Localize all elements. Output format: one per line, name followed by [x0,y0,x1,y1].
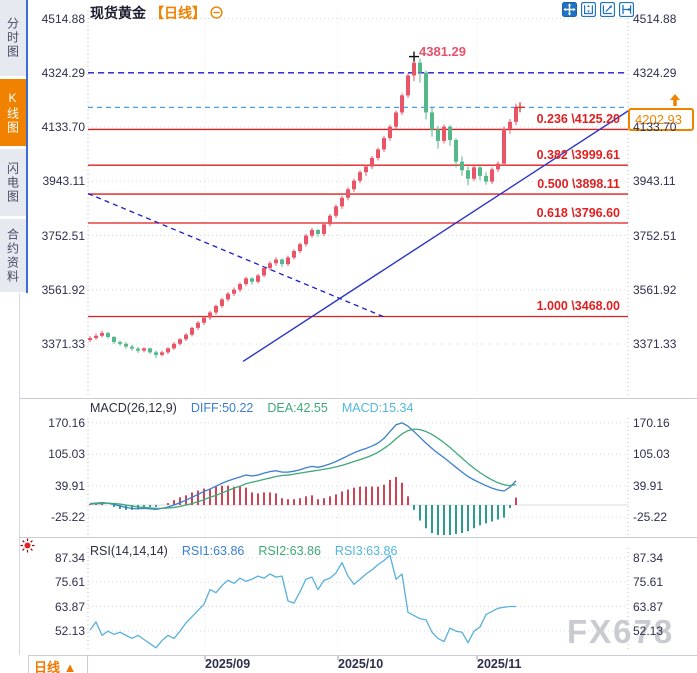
main-y-tick-right: 4324.29 [633,65,677,80]
macd-diff-line [89,422,517,511]
rsi-y-tick-left: 75.61 [54,575,85,590]
main-y-tick-left: 3752.51 [41,228,85,243]
main-y-tick-left: 3371.33 [41,336,85,351]
main-y-tick-right: 3752.51 [633,228,677,243]
chart-title: 现货黄金 【日线】 [90,3,223,22]
xaxis-separator [28,655,697,656]
macd-y-tick-left: 105.03 [48,447,85,462]
macd-y-tick-left: -25.22 [50,510,85,525]
chart-toolbar [562,2,634,17]
main-y-tick-right: 3371.33 [633,336,677,351]
macd-y-tick-right: -25.22 [633,510,668,525]
rsi-y-tick-right: 87.34 [633,550,664,565]
bottom-bar-divider [28,655,29,673]
macd-header: MACD(26,12,9) DIFF:50.22 DEA:42.55 MACD:15.… [90,401,413,415]
pan-icon[interactable] [562,2,577,17]
macd-histogram [89,476,517,535]
rsi-y-tick-left: 87.34 [54,550,85,565]
rsi-y-tick-right: 63.87 [633,599,664,614]
bottom-bar-divider [87,655,88,673]
uptrend-line [242,110,629,363]
macd-dea-value: DEA:42.55 [267,401,328,415]
macd-y-tick-left: 39.91 [54,478,85,493]
fib-label-4: 1.000 \3468.00 [536,299,620,314]
period-selector[interactable]: 日线 ▲ [34,660,77,673]
x-axis-label: 2025/10 [338,657,384,671]
fib-label-3: 0.618 \3796.60 [536,205,620,220]
macd-dea-line [89,428,517,510]
macd-y-tick-right: 170.16 [633,415,670,430]
scroll-latest-icon[interactable] [619,2,634,17]
macd-macd-value: MACD:15.34 [341,401,414,415]
sidebar-item-2[interactable]: 闪电图 [0,149,26,216]
main-y-tick-left: 4133.70 [41,120,85,135]
rsi-label: RSI(14,14,14) [90,544,168,558]
current-price-box: 4202.93 [628,108,694,131]
main-y-tick-right: 3943.11 [633,174,676,189]
macd-label: MACD(26,12,9) [90,401,177,415]
rsi-y-tick-left: 63.87 [54,599,85,614]
rsi2-value: RSI2:63.86 [258,544,321,558]
macd-y-tick-right: 39.91 [633,478,664,493]
fib-label-2: 0.500 \3898.11 [537,177,620,192]
watermark: FX678 [567,613,675,650]
candlestick-series [88,56,518,359]
main-y-tick-right: 4133.70 [633,120,677,135]
sidebar-item-0[interactable]: 分时图 [0,0,26,76]
rsi1-value: RSI1:63.86 [181,544,245,558]
rsi-panel-separator [19,537,697,538]
x-axis-label: 2025/11 [477,657,522,671]
sidebar-item-1[interactable]: K线图 [0,79,26,146]
period-badge: 【日线】 [150,5,206,21]
minus-circle-icon[interactable] [210,6,223,22]
main-y-tick-left: 4324.29 [41,65,85,80]
macd-y-tick-left: 170.16 [48,415,85,430]
rsi-y-tick-right: 75.61 [633,575,664,590]
macd-y-tick-right: 105.03 [633,447,670,462]
fit-y-axis-icon[interactable] [581,2,596,17]
sidebar: 分时图 K线图闪电图合约资料 [0,0,26,673]
peak-price-label: 4381.29 [419,44,466,59]
macd-panel-separator [19,398,697,399]
fib-label-1: 0.382 \3999.61 [536,148,620,163]
main-y-tick-left: 3561.92 [41,282,85,297]
rsi-y-tick-left: 52.13 [54,623,85,638]
rsi3-value: RSI3:63.86 [334,544,398,558]
rsi-line [89,554,516,649]
main-y-tick-left: 4514.88 [41,11,85,26]
x-axis-label: 2025/09 [205,657,251,671]
symbol-name: 现货黄金 [90,5,146,21]
sidebar-active-border [26,0,28,293]
macd-diff-value: DIFF:50.22 [190,401,254,415]
rsi-y-tick-right: 52.13 [633,623,664,638]
fit-x-axis-icon[interactable] [600,2,615,17]
main-y-tick-left: 3943.11 [42,174,86,189]
fib-label-0: 0.236 \4125.20 [536,112,620,127]
price-up-arrow-icon [669,94,681,112]
rsi-header: RSI(14,14,14) RSI1:63.86 RSI2:63.86 RSI3:63… [90,544,397,558]
sidebar-item-3[interactable]: 合约资料 [0,219,26,292]
indicator-settings-icon[interactable] [20,538,35,558]
main-y-tick-right: 4514.88 [633,11,677,26]
main-y-tick-right: 3561.92 [633,282,677,297]
sidebar-divider [19,293,20,655]
